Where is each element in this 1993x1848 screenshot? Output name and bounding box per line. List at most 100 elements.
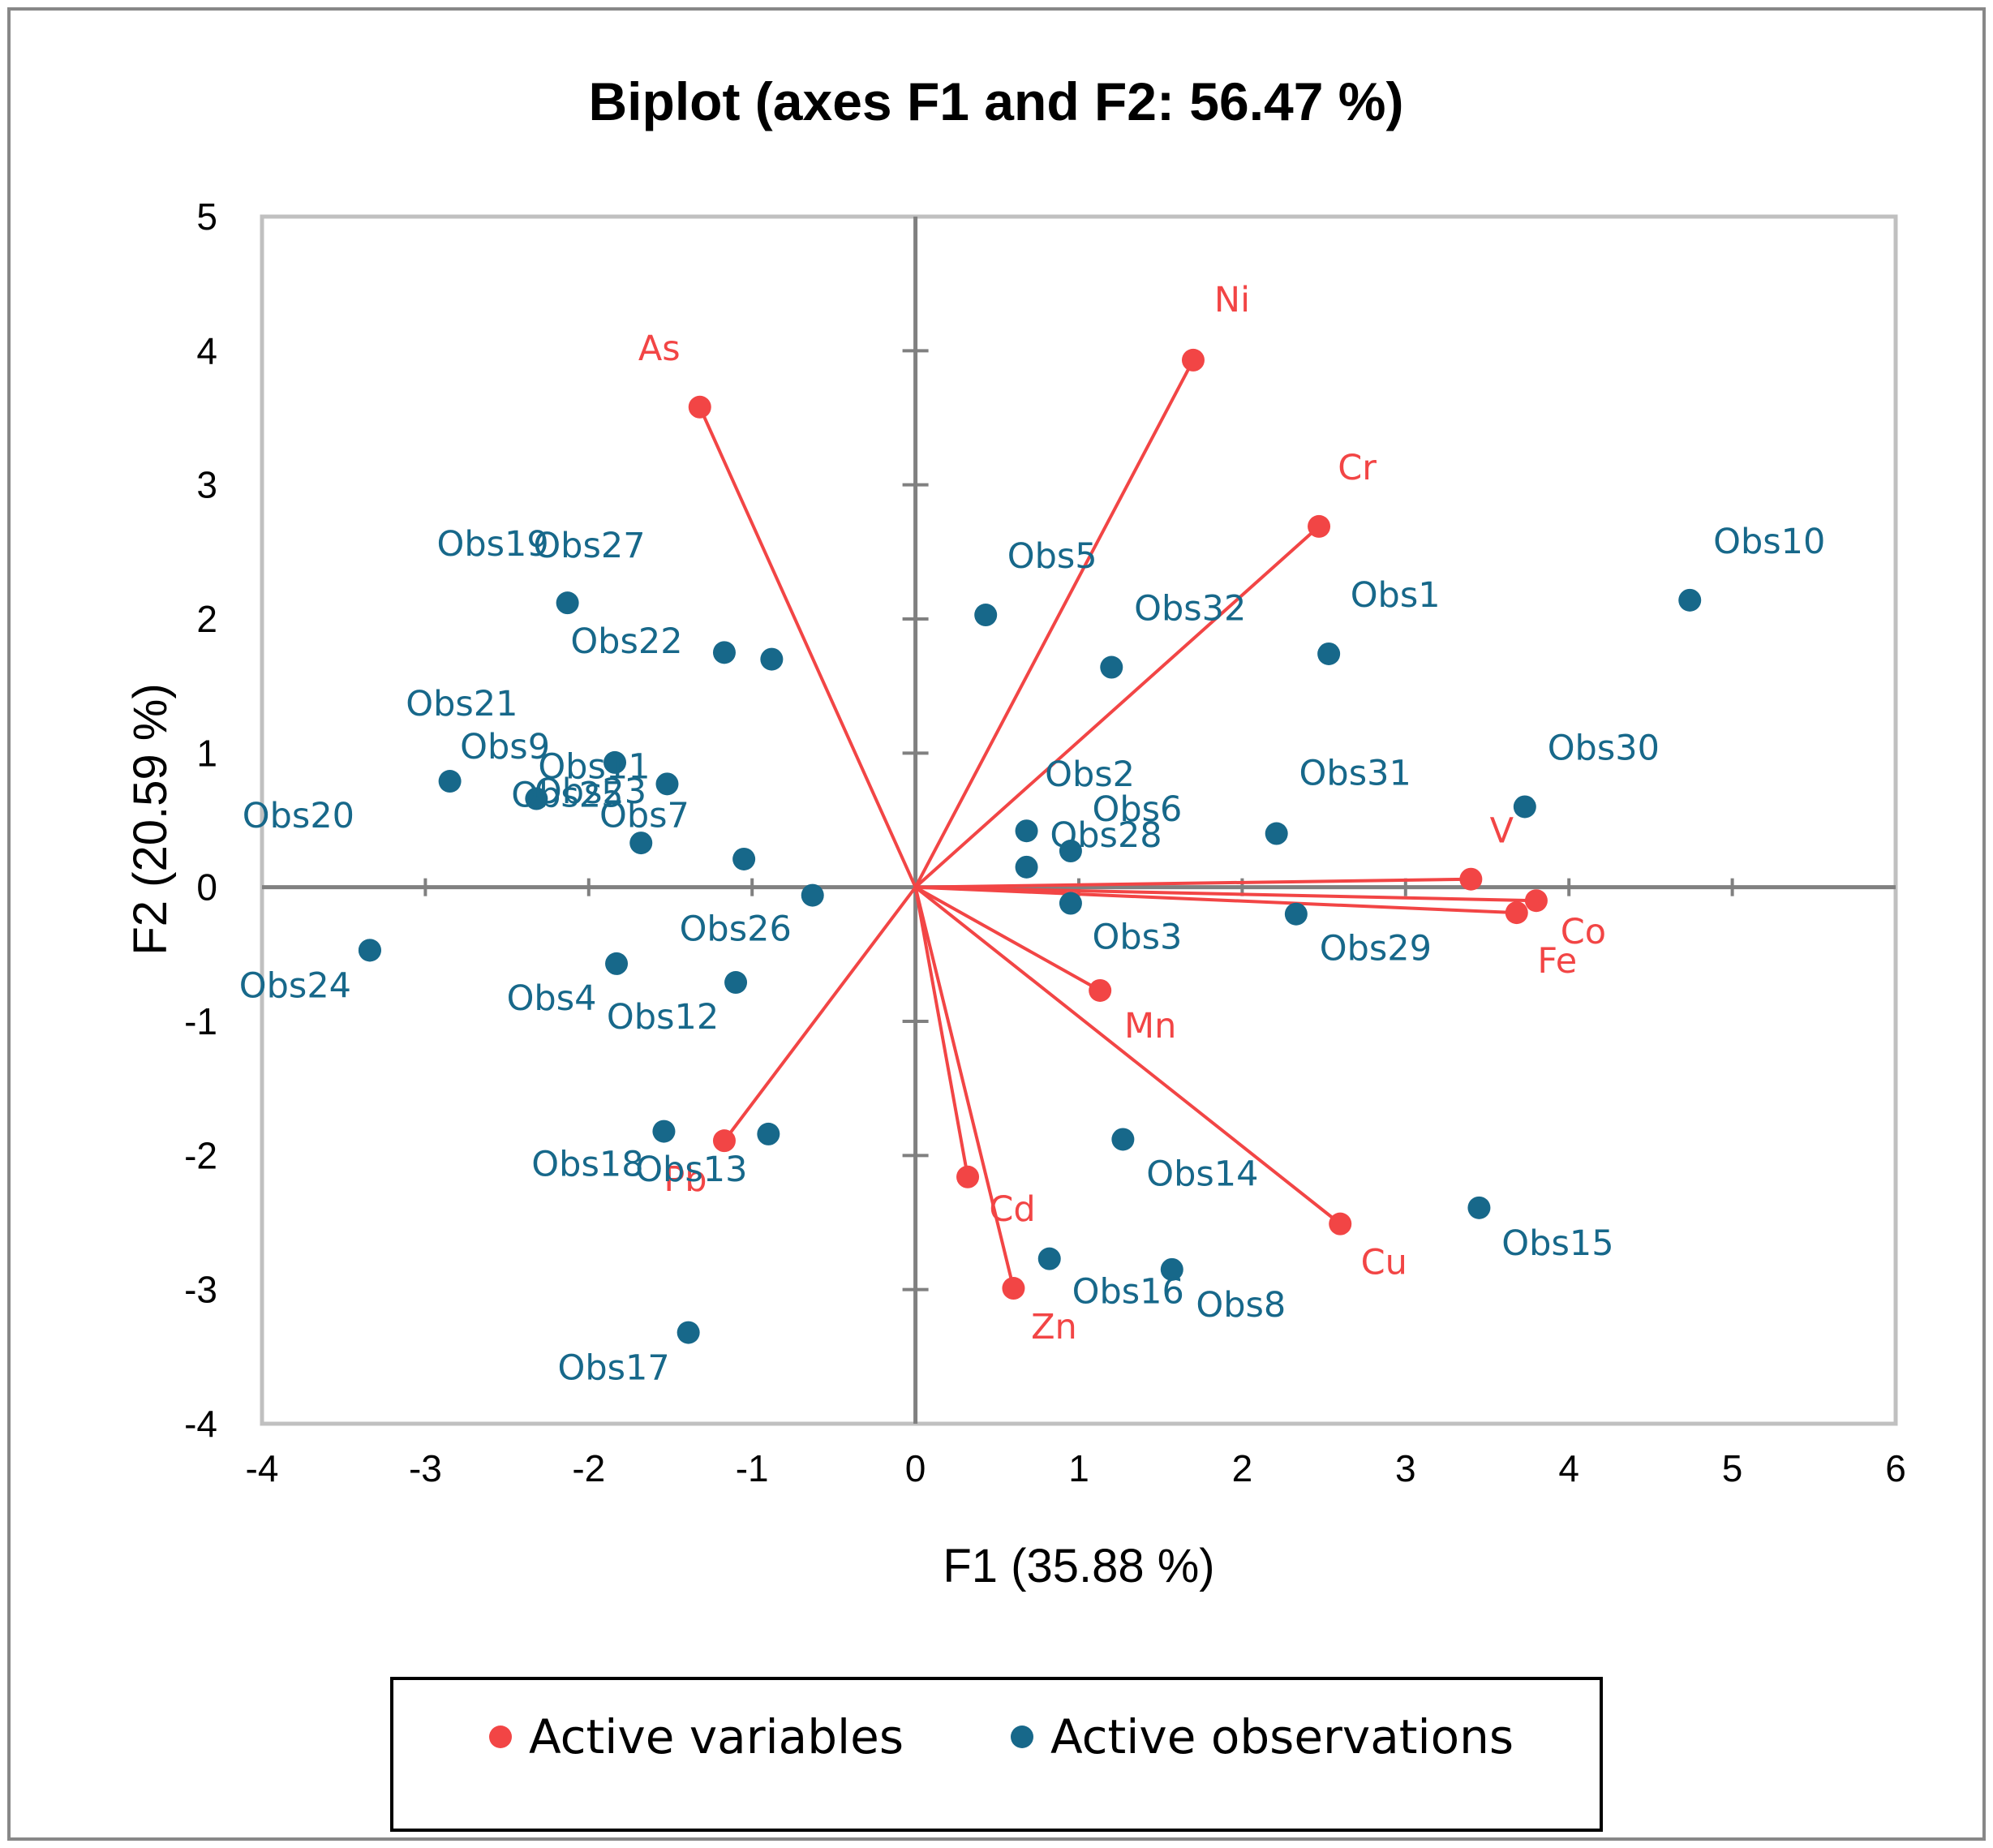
vector-line-cr (914, 525, 1321, 889)
y-tick-label: -3 (184, 1269, 217, 1311)
observation-label-obs23: Obs23 (535, 771, 646, 812)
variable-label-ni: Ni (1214, 280, 1250, 320)
variable-label-co: Co (1561, 912, 1606, 952)
observation-label-obs26: Obs26 (680, 909, 792, 950)
variable-point-fe (1505, 901, 1528, 925)
x-tick-label: 5 (1722, 1447, 1743, 1489)
x-tick-label: 1 (1068, 1447, 1089, 1489)
observation-point-obs19 (556, 591, 579, 615)
observation-point-obs5 (974, 604, 998, 627)
variable-label-cu: Cu (1361, 1243, 1407, 1283)
x-tick-label: -2 (572, 1447, 605, 1489)
observation-label-obs19: Obs19 (436, 524, 548, 565)
variable-label-mn: Mn (1124, 1006, 1176, 1046)
observation-point-obs1 (1317, 642, 1341, 665)
observation-point-obs12 (724, 971, 748, 995)
observation-label-obs10: Obs10 (1713, 522, 1825, 562)
legend-observations-marker (1011, 1726, 1033, 1748)
observation-point-obs11 (732, 847, 756, 870)
variable-point-cr (1308, 514, 1331, 538)
observation-point-obs14 (1111, 1128, 1135, 1151)
variable-point-mn (1089, 978, 1112, 1002)
observation-point-obs9 (438, 770, 462, 793)
x-axis-title: F1 (35.88 %) (943, 1540, 1214, 1592)
variable-label-cr: Cr (1338, 448, 1377, 488)
observation-label-obs13: Obs13 (635, 1150, 747, 1190)
observation-label-obs11: Obs11 (538, 747, 650, 788)
observation-point-obs26 (801, 883, 824, 907)
observation-point-obs21 (603, 750, 627, 774)
observation-point-obs3 (1059, 892, 1082, 915)
outer-border (7, 7, 1986, 1841)
legend: Active variables Active observations (390, 1677, 1603, 1832)
legend-variables-label: Active variables (529, 1709, 904, 1764)
axes-layer: -4 -3 -2 -1 0 1 2 3 4 5 6 5 4 3 2 1 0 -1 -2 -3 -4 (184, 196, 1906, 1489)
x-tick-label: 4 (1558, 1447, 1579, 1489)
vector-line-co (915, 885, 1536, 903)
variable-point-cd (956, 1165, 980, 1188)
x-tick-label: -4 (246, 1447, 279, 1489)
observation-label-obs7: Obs7 (599, 796, 689, 836)
observation-point-obs17 (677, 1321, 700, 1344)
y-tick-label: 2 (196, 598, 217, 640)
variable-label-fe: Fe (1537, 941, 1577, 982)
plot-frame (260, 214, 1898, 1426)
observation-point-obs27 (760, 647, 784, 671)
y-tick-label: 1 (196, 732, 217, 774)
observation-label-obs31: Obs31 (1299, 754, 1411, 794)
observation-point-obs6 (1059, 840, 1082, 863)
observation-label-obs24: Obs24 (239, 965, 351, 1006)
observation-point-obs10 (1678, 588, 1702, 612)
x-tick-label: -3 (409, 1447, 442, 1489)
variable-label-zn: Zn (1031, 1307, 1077, 1347)
observation-point-obs13 (757, 1122, 780, 1145)
observation-label-obs3: Obs3 (1092, 918, 1182, 958)
vector-line-as (698, 406, 917, 888)
observation-point-obs24 (358, 939, 381, 962)
observation-point-obs31 (1265, 822, 1288, 845)
y-tick-label: -2 (184, 1134, 217, 1176)
variable-point-as (688, 395, 711, 419)
observation-point-obs22 (712, 641, 736, 664)
observation-label-obs5: Obs5 (1007, 536, 1097, 577)
observation-label-obs4: Obs4 (507, 978, 597, 1019)
labels-layer: AsNiCrVCoFeMnCuCdZnPbObs1Obs2Obs3Obs4Obs… (239, 280, 1826, 1389)
observation-point-obs29 (1284, 902, 1308, 926)
x-tick-label: 3 (1395, 1447, 1416, 1489)
observation-label-obs1: Obs1 (1351, 575, 1441, 616)
variable-point-cu (1329, 1212, 1352, 1236)
observation-label-obs12: Obs12 (607, 997, 719, 1038)
observation-point-obs8 (1160, 1257, 1183, 1281)
y-tick-label: -4 (184, 1403, 217, 1445)
legend-variables-marker (489, 1726, 512, 1748)
observation-point-obs18 (652, 1120, 676, 1143)
y-tick-label: 4 (196, 329, 217, 372)
vector-line-pb (723, 886, 917, 1142)
observation-label-obs9: Obs9 (460, 727, 550, 767)
observation-point-obs15 (1467, 1196, 1491, 1219)
variable-label-v: V (1490, 811, 1514, 852)
legend-observations-label: Active observations (1050, 1709, 1514, 1764)
y-axis-title: F2 (20.59 %) (124, 683, 177, 955)
observation-label-obs27: Obs27 (533, 526, 645, 566)
observation-label-obs20: Obs20 (243, 796, 354, 836)
observation-label-obs6: Obs6 (1092, 789, 1182, 830)
vector-line-v (915, 877, 1471, 889)
observation-point-obs16 (1037, 1247, 1061, 1270)
y-tick-label: 3 (196, 464, 217, 506)
observation-point-obs4 (605, 952, 629, 975)
legend-box (390, 1677, 1603, 1832)
x-tick-label: 0 (905, 1447, 926, 1489)
observation-point-obs7 (655, 772, 679, 796)
observation-label-obs28: Obs28 (1050, 815, 1162, 856)
y-tick-label: -1 (184, 1000, 217, 1042)
points-layer (358, 348, 1702, 1344)
observation-point-obs30 (1513, 795, 1536, 819)
vectors-layer (698, 359, 1536, 1289)
vector-line-cd (913, 887, 970, 1178)
variable-point-co (1524, 889, 1548, 913)
y-tick-label: 0 (196, 866, 217, 909)
observation-label-obs16: Obs16 (1072, 1272, 1184, 1313)
